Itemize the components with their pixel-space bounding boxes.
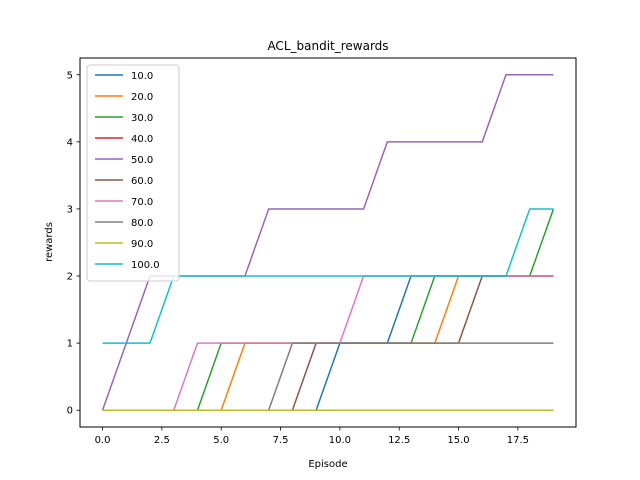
legend-label: 40.0 [131, 134, 153, 145]
plot-frame [79, 57, 577, 428]
legend-label: 100.0 [131, 260, 160, 271]
legend-label: 60.0 [131, 176, 153, 187]
legend-label: 70.0 [131, 197, 153, 208]
x-tick-label: 15.0 [447, 435, 469, 446]
legend-box [86, 64, 180, 282]
legend-label: 80.0 [131, 218, 153, 229]
y-axis: 0 1 2 3 4 5 [67, 70, 80, 417]
y-tick-label: 0 [67, 406, 73, 417]
legend-label: 10.0 [131, 71, 153, 82]
x-axis: 0.0 2.5 5.0 7.5 10.0 12.5 15.0 17.5 [95, 427, 529, 446]
x-tick-label: 0.0 [95, 435, 111, 446]
y-tick-label: 4 [67, 137, 73, 148]
x-tick-label: 17.5 [507, 435, 529, 446]
x-tick-label: 10.0 [329, 435, 351, 446]
y-tick-label: 5 [67, 70, 73, 81]
chart-title: ACL_bandit_rewards [267, 39, 388, 53]
legend-label: 30.0 [131, 113, 153, 124]
x-tick-label: 5.0 [213, 435, 229, 446]
legend-label: 90.0 [131, 239, 153, 250]
legend: 10.0 20.0 30.0 40.0 50.0 60.0 70.0 80.0 90.0 100.… [86, 64, 180, 282]
y-tick-label: 3 [67, 204, 73, 215]
x-tick-label: 12.5 [388, 435, 410, 446]
x-axis-label: Episode [308, 459, 347, 470]
legend-label: 20.0 [131, 92, 153, 103]
legend-label: 50.0 [131, 155, 153, 166]
y-tick-label: 2 [67, 272, 73, 283]
y-axis-label: rewards [44, 222, 55, 262]
y-tick-label: 1 [67, 339, 73, 350]
x-tick-label: 2.5 [154, 435, 170, 446]
x-tick-label: 7.5 [273, 435, 289, 446]
